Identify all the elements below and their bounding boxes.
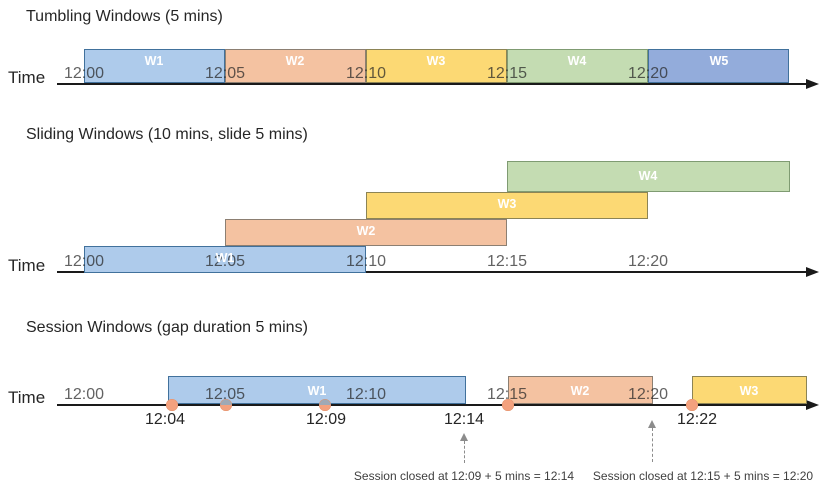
window-label: W3 (739, 384, 759, 398)
tick-label: 12:20 (627, 253, 669, 270)
tumbling-window-w5 (648, 49, 789, 83)
tumbling-section-title: Tumbling Windows (5 mins) (26, 8, 223, 25)
window-label: W3 (497, 197, 517, 211)
event-dot (220, 399, 232, 411)
session-closed-annotation: Session closed at 12:09 + 5 mins = 12:14 (353, 469, 575, 483)
tumbling-window-w3 (366, 49, 507, 83)
window-label: W2 (356, 224, 376, 238)
session-window-w1 (168, 376, 466, 404)
tick-label: 12:05 (204, 65, 246, 82)
window-label: W4 (638, 169, 658, 183)
tick-label: 12:20 (627, 65, 669, 82)
session-time-axis-label: Time (8, 388, 46, 407)
event-dot (319, 399, 331, 411)
sliding-window-w3 (366, 192, 648, 219)
tick-label: 12:05 (204, 386, 246, 403)
window-label: W1 (215, 251, 235, 265)
sliding-section-title: Sliding Windows (10 mins, slide 5 mins) (26, 126, 308, 143)
sliding-time-axis (57, 271, 808, 273)
tick-label: 12:15 (486, 65, 528, 82)
dashed-arrow-line (464, 441, 465, 463)
tick-label: 12:15 (486, 253, 528, 270)
tick-label: 12:10 (345, 386, 387, 403)
tick-label: 12:00 (63, 253, 105, 270)
sliding-window-w2 (225, 219, 507, 246)
event-time-label: 12:04 (144, 411, 186, 428)
tumbling-window-w1 (84, 49, 225, 83)
tick-label: 12:00 (63, 65, 105, 82)
sliding-window-w1 (84, 246, 366, 273)
tumbling-time-axis (57, 83, 808, 85)
session-window-w3 (692, 376, 807, 404)
dashed-up-arrow-icon (648, 420, 656, 428)
window-label: W4 (567, 54, 587, 68)
session-time-axis (57, 404, 808, 406)
dashed-arrow-line (652, 428, 653, 462)
window-label: W1 (144, 54, 164, 68)
event-time-label: 12:22 (676, 411, 718, 428)
session-axis-arrow-icon (806, 400, 819, 410)
tumbling-window-w4 (507, 49, 648, 83)
tumbling-time-axis-label: Time (8, 68, 46, 87)
event-dot (502, 399, 514, 411)
session-closed-annotation: Session closed at 12:15 + 5 mins = 12:20 (592, 469, 814, 483)
sliding-time-axis-label: Time (8, 256, 46, 275)
dashed-up-arrow-icon (460, 433, 468, 441)
window-label: W5 (709, 54, 729, 68)
window-label: W1 (307, 384, 327, 398)
window-label: W2 (570, 384, 590, 398)
tick-label: 12:15 (486, 386, 528, 403)
sliding-axis-arrow-icon (806, 267, 819, 277)
session-window-w2 (508, 376, 653, 404)
tumbling-window-w2 (225, 49, 366, 83)
tick-label: 12:10 (345, 65, 387, 82)
event-dot (166, 399, 178, 411)
sliding-window-w4 (507, 161, 790, 192)
event-time-label: 12:09 (305, 411, 347, 428)
tick-label: 12:00 (63, 386, 105, 403)
tick-label: 12:10 (345, 253, 387, 270)
tick-label: 12:05 (204, 253, 246, 270)
tumbling-axis-arrow-icon (806, 79, 819, 89)
event-time-label: 12:14 (443, 411, 485, 428)
window-label: W2 (285, 54, 305, 68)
session-section-title: Session Windows (gap duration 5 mins) (26, 319, 308, 336)
window-label: W3 (426, 54, 446, 68)
tick-label: 12:20 (627, 386, 669, 403)
event-dot (686, 399, 698, 411)
